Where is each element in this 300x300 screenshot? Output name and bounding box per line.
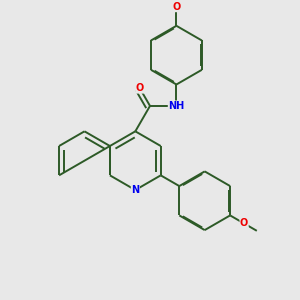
Text: N: N — [131, 185, 140, 195]
Text: NH: NH — [168, 101, 184, 111]
Text: O: O — [136, 83, 144, 93]
Text: O: O — [240, 218, 248, 229]
Text: O: O — [172, 2, 181, 12]
